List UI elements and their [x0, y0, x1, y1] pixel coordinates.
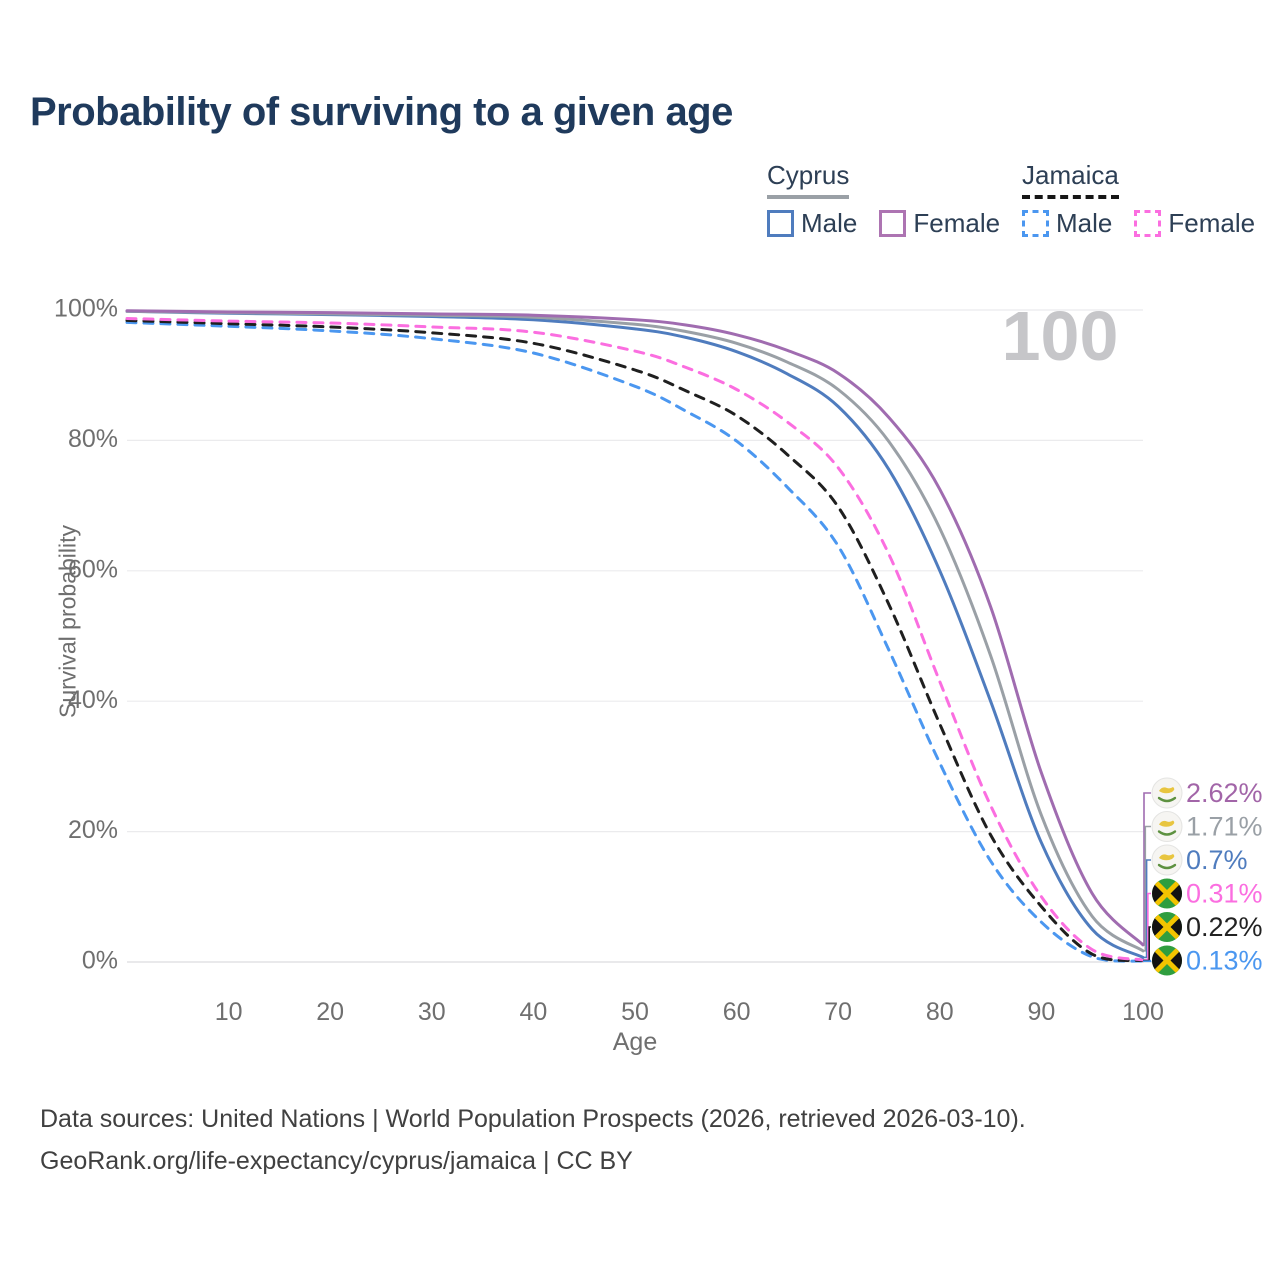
x-tick-label: 100	[1122, 998, 1164, 1026]
y-tick-label: 80%	[68, 425, 118, 453]
y-axis-tick-labels: 0% 20% 40% 60% 80% 100%	[54, 295, 118, 975]
end-value-label: 0.7%	[1186, 845, 1248, 875]
legend-item-label: Male	[801, 208, 858, 238]
jamaica-flag-icon	[1152, 878, 1182, 909]
jamaica-female-swatch-icon	[1134, 210, 1162, 237]
x-tick-label: 20	[316, 998, 344, 1026]
legend-item-label: Male	[1056, 208, 1113, 238]
series-line-jamaica-female[interactable]	[125, 317, 1145, 962]
x-tick-label: 40	[519, 998, 547, 1026]
x-tick-label: 10	[215, 998, 243, 1026]
footer-data-sources: Data sources: United Nations | World Pop…	[40, 1105, 1026, 1133]
x-tick-label: 50	[621, 998, 649, 1026]
end-value-labels: 2.62% 1.71%0.7% 0.31%0.22% 0.13%	[1186, 778, 1263, 976]
cyprus-island-shape	[1159, 854, 1175, 861]
x-tick-label: 30	[418, 998, 446, 1026]
jamaica-male-swatch-icon	[1022, 210, 1049, 237]
legend-item-label: Female	[1168, 208, 1256, 238]
series-line-jamaica-male[interactable]	[125, 320, 1145, 963]
y-tick-label: 100%	[54, 295, 118, 323]
jamaica-flag-icon	[1152, 945, 1182, 976]
x-axis-title-text: Age	[613, 1028, 657, 1056]
legend-group-cyprus: Cyprus Male Female	[767, 160, 1022, 239]
legend-header-cyprus: Cyprus	[767, 160, 850, 199]
legend-header-jamaica: Jamaica	[1022, 160, 1119, 199]
end-value-label: 2.62%	[1186, 778, 1263, 808]
legend-item-cyprus-male[interactable]: Male	[767, 208, 857, 239]
cyprus-olive-branches	[1157, 863, 1177, 870]
legend-item-cyprus-female[interactable]: Female	[879, 208, 1000, 239]
x-tick-label: 90	[1027, 998, 1055, 1026]
legend-item-jamaica-male[interactable]: Male	[1022, 208, 1112, 239]
cyprus-island-shape	[1159, 787, 1175, 794]
end-label-connector	[1143, 825, 1151, 952]
cyprus-island-shape	[1159, 820, 1175, 827]
cyprus-olive-branches	[1157, 830, 1177, 836]
x-tick-label: 60	[723, 998, 751, 1026]
end-label-connector	[1143, 959, 1152, 962]
end-label-connector	[1143, 792, 1151, 946]
x-tick-label: 80	[926, 998, 954, 1026]
end-label-connector	[1143, 859, 1151, 959]
series-line-jamaica-both[interactable]	[125, 318, 1145, 963]
y-tick-label: 0%	[82, 947, 118, 975]
y-tick-label: 40%	[68, 686, 118, 714]
gridlines	[127, 309, 1152, 963]
cyprus-female-swatch-icon	[879, 210, 907, 237]
survival-curves	[125, 309, 1145, 963]
series-line-cyprus-both[interactable]	[125, 309, 1145, 953]
x-axis-title: Age	[613, 1028, 657, 1056]
x-axis-tick-labels: 10 20 30 40 50 60 70 80 90 100	[215, 998, 1164, 1026]
y-axis-title: Survival probability	[54, 524, 81, 719]
x-tick-label: 70	[824, 998, 852, 1026]
legend-item-label: Female	[913, 208, 1001, 238]
end-value-label: 0.22%	[1186, 912, 1263, 942]
end-value-label: 0.31%	[1186, 879, 1263, 909]
jamaica-flag-icon	[1152, 912, 1182, 942]
legend-item-jamaica-female[interactable]: Female	[1134, 208, 1255, 239]
y-tick-label: 20%	[68, 816, 118, 844]
cyprus-male-swatch-icon	[767, 210, 794, 237]
cyprus-olive-branches	[1157, 796, 1177, 803]
chart-title: Probability of surviving to a given age	[30, 90, 733, 134]
legend-group-jamaica: Jamaica Male Female	[1022, 160, 1277, 239]
footer-attribution: GeoRank.org/life-expectancy/cyprus/jamai…	[40, 1147, 633, 1175]
flag-icons	[1151, 777, 1183, 976]
end-value-label: 1.71%	[1186, 812, 1263, 842]
end-label-connectors	[1143, 792, 1152, 962]
end-value-label: 0.13%	[1186, 946, 1263, 976]
series-line-cyprus-female[interactable]	[125, 309, 1145, 947]
y-tick-label: 60%	[68, 555, 118, 583]
